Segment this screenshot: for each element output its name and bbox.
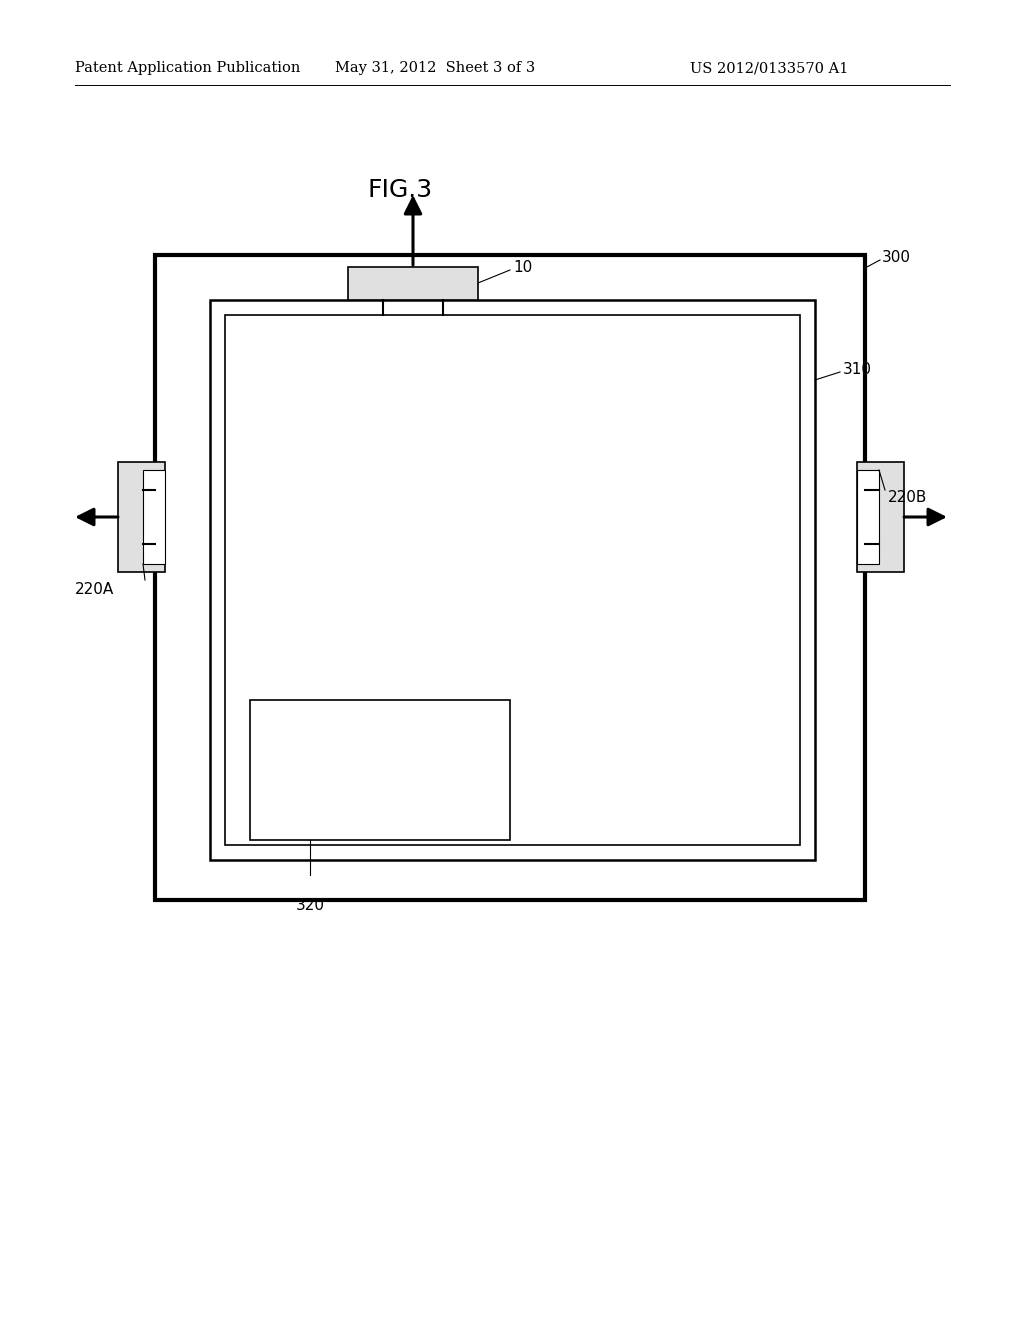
Bar bbox=[210, 300, 815, 861]
Text: 300: 300 bbox=[882, 251, 911, 265]
Bar bbox=[857, 470, 879, 564]
Text: 220B: 220B bbox=[888, 491, 928, 506]
Text: 220A: 220A bbox=[75, 582, 115, 598]
Text: 310: 310 bbox=[843, 363, 872, 378]
Text: 10: 10 bbox=[513, 260, 532, 276]
Text: US 2012/0133570 A1: US 2012/0133570 A1 bbox=[690, 61, 848, 75]
Text: May 31, 2012  Sheet 3 of 3: May 31, 2012 Sheet 3 of 3 bbox=[335, 61, 536, 75]
Bar bbox=[348, 267, 478, 300]
Bar bbox=[857, 462, 904, 572]
Bar bbox=[155, 255, 865, 900]
Text: Patent Application Publication: Patent Application Publication bbox=[75, 61, 300, 75]
Text: 320: 320 bbox=[296, 898, 325, 912]
Bar bbox=[118, 462, 165, 572]
Bar bbox=[225, 315, 800, 845]
Bar bbox=[143, 470, 165, 564]
Text: FIG.3: FIG.3 bbox=[368, 178, 432, 202]
Bar bbox=[250, 700, 510, 840]
